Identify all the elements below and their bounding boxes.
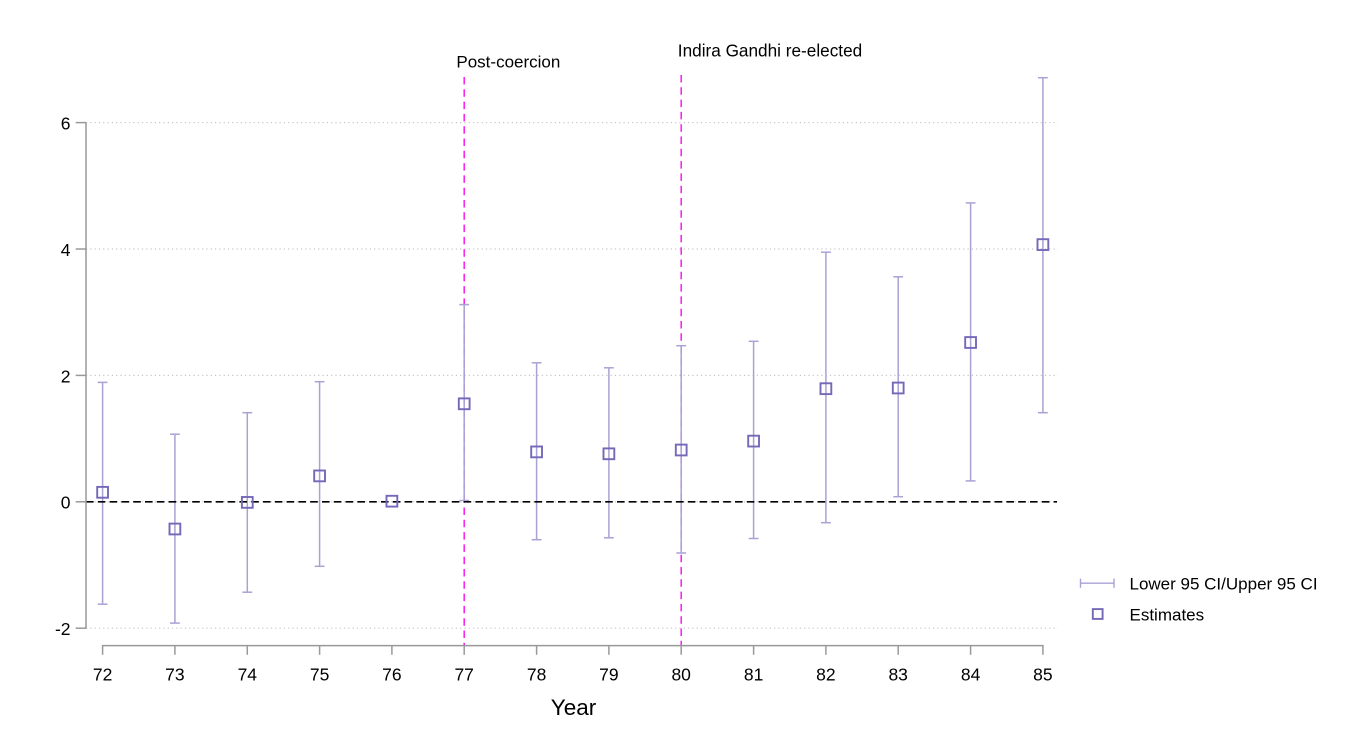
svg-text:85: 85 [1033,664,1052,684]
svg-text:78: 78 [527,664,546,684]
svg-text:75: 75 [310,664,329,684]
svg-text:83: 83 [888,664,907,684]
svg-text:72: 72 [93,664,112,684]
svg-text:0: 0 [61,493,71,513]
svg-text:Year: Year [551,695,597,720]
svg-text:77: 77 [454,664,473,684]
svg-text:-2: -2 [55,619,71,639]
svg-text:84: 84 [961,664,981,684]
svg-text:Post-coercion: Post-coercion [456,52,560,71]
svg-text:79: 79 [599,664,618,684]
svg-text:Indira Gandhi re-elected: Indira Gandhi re-elected [678,41,862,61]
svg-text:76: 76 [382,664,401,684]
svg-text:74: 74 [238,664,258,684]
svg-text:82: 82 [816,664,835,684]
svg-text:2: 2 [61,366,71,386]
svg-text:80: 80 [671,664,691,684]
svg-text:73: 73 [165,664,184,684]
svg-text:6: 6 [61,114,71,134]
svg-text:Estimates: Estimates [1130,606,1205,625]
svg-text:Lower 95 CI/Upper 95 CI: Lower 95 CI/Upper 95 CI [1130,574,1318,593]
svg-text:81: 81 [744,664,763,684]
svg-text:4: 4 [61,240,71,260]
